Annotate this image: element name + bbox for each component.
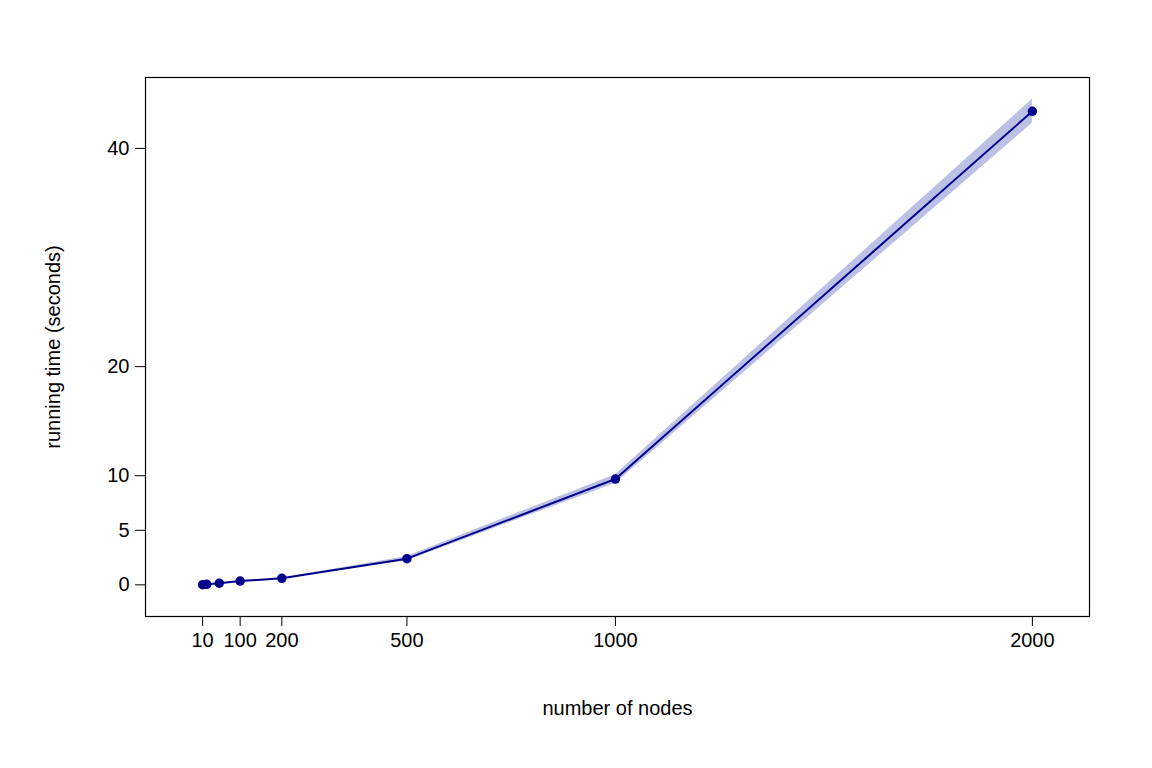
svg-text:10: 10	[191, 629, 213, 651]
svg-text:40: 40	[107, 137, 129, 159]
svg-text:1000: 1000	[593, 629, 638, 651]
svg-text:2000: 2000	[1010, 629, 1055, 651]
svg-text:500: 500	[390, 629, 423, 651]
svg-text:running time (seconds): running time (seconds)	[42, 245, 64, 448]
svg-text:10: 10	[107, 464, 129, 486]
svg-text:5: 5	[118, 519, 129, 541]
svg-text:number of nodes: number of nodes	[542, 697, 692, 719]
svg-text:100: 100	[223, 629, 256, 651]
svg-text:0: 0	[118, 573, 129, 595]
svg-text:20: 20	[107, 355, 129, 377]
svg-text:200: 200	[265, 629, 298, 651]
